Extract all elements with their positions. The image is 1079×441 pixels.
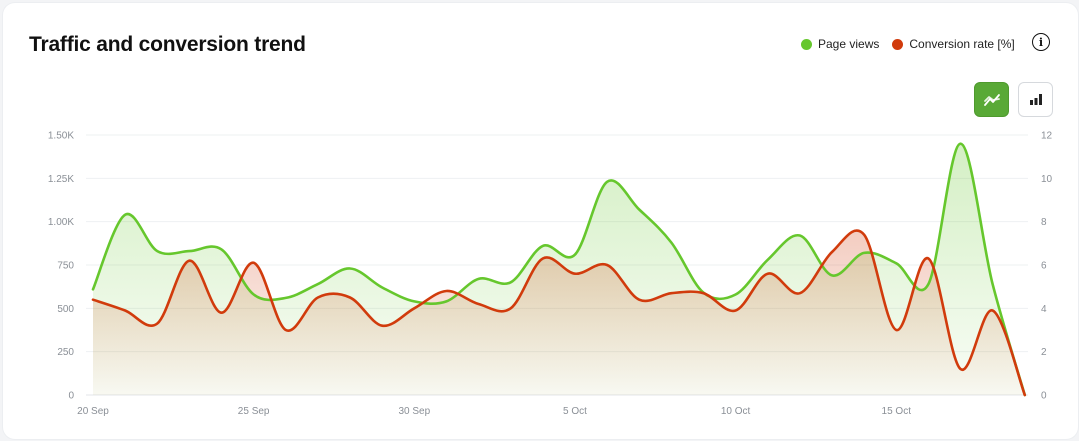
legend-item-page-views[interactable]: Page views xyxy=(801,37,879,51)
x-tick-label: 25 Sep xyxy=(238,406,270,417)
y-right-tick-label: 2 xyxy=(1041,347,1047,358)
y-left-tick-label: 0 xyxy=(68,391,74,402)
line-view-button[interactable] xyxy=(974,82,1009,117)
x-tick-label: 5 Oct xyxy=(563,406,587,417)
area-conversion-rate xyxy=(93,230,1025,395)
y-right-tick-label: 0 xyxy=(1041,391,1047,402)
x-tick-label: 10 Oct xyxy=(721,406,751,417)
y-right-tick-label: 8 xyxy=(1041,217,1047,228)
chart-title: Traffic and conversion trend xyxy=(29,33,306,56)
y-left-tick-label: 1.00K xyxy=(48,217,74,228)
x-tick-label: 15 Oct xyxy=(882,406,912,417)
legend-label-conversion-rate: Conversion rate [%] xyxy=(909,37,1015,51)
bar-chart-icon xyxy=(1029,94,1042,105)
y-left-tick-label: 1.25K xyxy=(48,174,74,185)
y-right-tick-label: 6 xyxy=(1041,261,1047,272)
x-tick-label: 30 Sep xyxy=(398,406,430,417)
y-right-tick-label: 12 xyxy=(1041,131,1053,142)
y-right-tick-label: 4 xyxy=(1041,304,1047,315)
legend-label-page-views: Page views xyxy=(818,37,880,51)
series-line-conversion-rate xyxy=(91,229,1027,397)
y-left-tick-label: 500 xyxy=(57,304,74,315)
x-tick-label: 20 Sep xyxy=(77,406,109,417)
y-left-tick-label: 750 xyxy=(57,261,74,272)
y-right-tick-label: 10 xyxy=(1041,174,1053,185)
legend-dot-conversion-rate xyxy=(892,38,904,50)
bar-view-button[interactable] xyxy=(1018,82,1053,117)
y-left-tick-label: 1.50K xyxy=(48,131,74,142)
legend-item-conversion-rate[interactable]: Conversion rate [%] xyxy=(892,37,1015,51)
info-icon[interactable]: i xyxy=(1032,33,1050,51)
legend-dot-page-views xyxy=(801,38,812,50)
series-line-page-views xyxy=(91,142,1027,397)
legend: Page views Conversion rate [%] xyxy=(801,35,1028,53)
y-left-tick-label: 250 xyxy=(57,347,74,358)
line-chart-icon xyxy=(983,93,1000,106)
